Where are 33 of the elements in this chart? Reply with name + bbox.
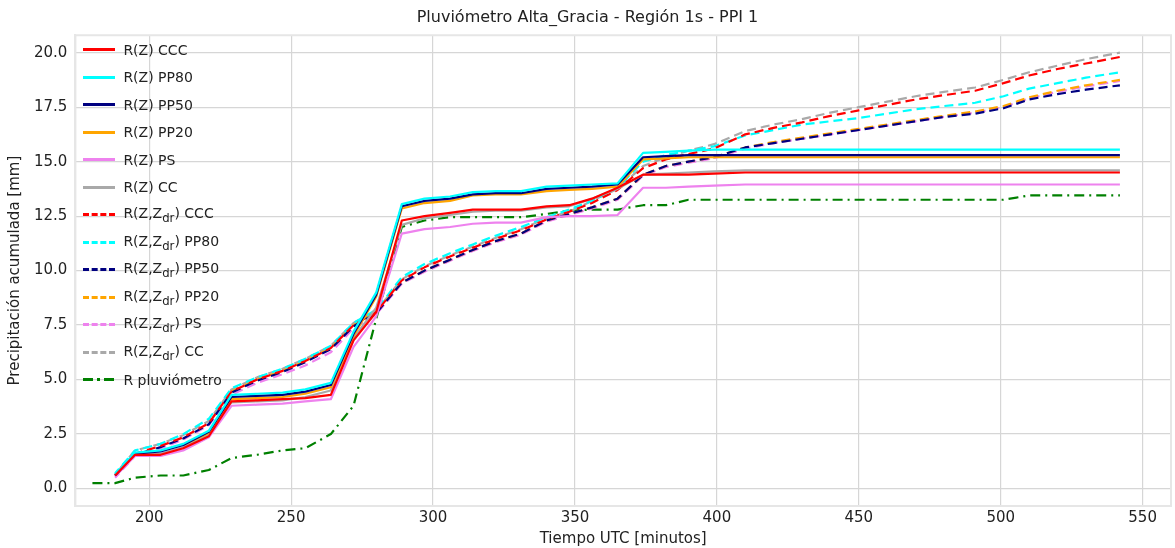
legend-label: R(Z) PP50 <box>123 96 193 113</box>
x-tick-label: 450 <box>844 507 874 526</box>
y-tick-label: 12.5 <box>33 206 68 224</box>
x-tick-label: 250 <box>276 507 306 526</box>
x-tick-label: 550 <box>1128 507 1157 526</box>
y-tick-label: 15.0 <box>33 151 68 170</box>
legend-label: R pluviómetro <box>123 371 222 388</box>
y-axis-title: Precipitación acumulada [mm] <box>4 155 23 386</box>
x-tick-label: 300 <box>418 507 448 526</box>
chart-title: Pluviómetro Alta_Gracia - Región 1s - PPI 1 <box>416 6 759 27</box>
legend-label: R(Z) PS <box>123 151 176 168</box>
legend-label: R(Z) CC <box>123 179 178 196</box>
legend-label: R(Z,Z$_{dr}$) CCC <box>123 205 214 225</box>
y-tick-label: 5.0 <box>43 369 68 388</box>
legend-label: R(Z,Z$_{dr}$) PP80 <box>123 232 220 253</box>
x-tick-label: 400 <box>702 507 732 526</box>
legend-label: R(Z) PP80 <box>123 69 193 86</box>
legend-label: R(Z) CCC <box>123 41 188 58</box>
y-tick-label: 17.5 <box>33 97 68 116</box>
y-tick-label: 7.5 <box>43 314 68 333</box>
y-tick-label: 20.0 <box>33 42 68 61</box>
x-tick-label: 500 <box>986 507 1016 526</box>
legend-label: R(Z,Z$_{dr}$) PS <box>123 315 202 335</box>
legend-label: R(Z,Z$_{dr}$) PP50 <box>123 260 220 280</box>
legend-label: R(Z) PP20 <box>123 124 193 141</box>
x-axis-title: Tiempo UTC [minutos] <box>538 528 707 547</box>
y-tick-label: 10.0 <box>33 260 68 279</box>
legend-label: R(Z,Z$_{dr}$) CC <box>123 342 204 363</box>
x-tick-label: 200 <box>134 507 164 526</box>
y-tick-label: 2.5 <box>43 423 68 442</box>
y-tick-label: 0.0 <box>43 478 68 497</box>
x-tick-label: 350 <box>560 507 590 526</box>
legend-label: R(Z,Z$_{dr}$) PP20 <box>123 287 220 308</box>
